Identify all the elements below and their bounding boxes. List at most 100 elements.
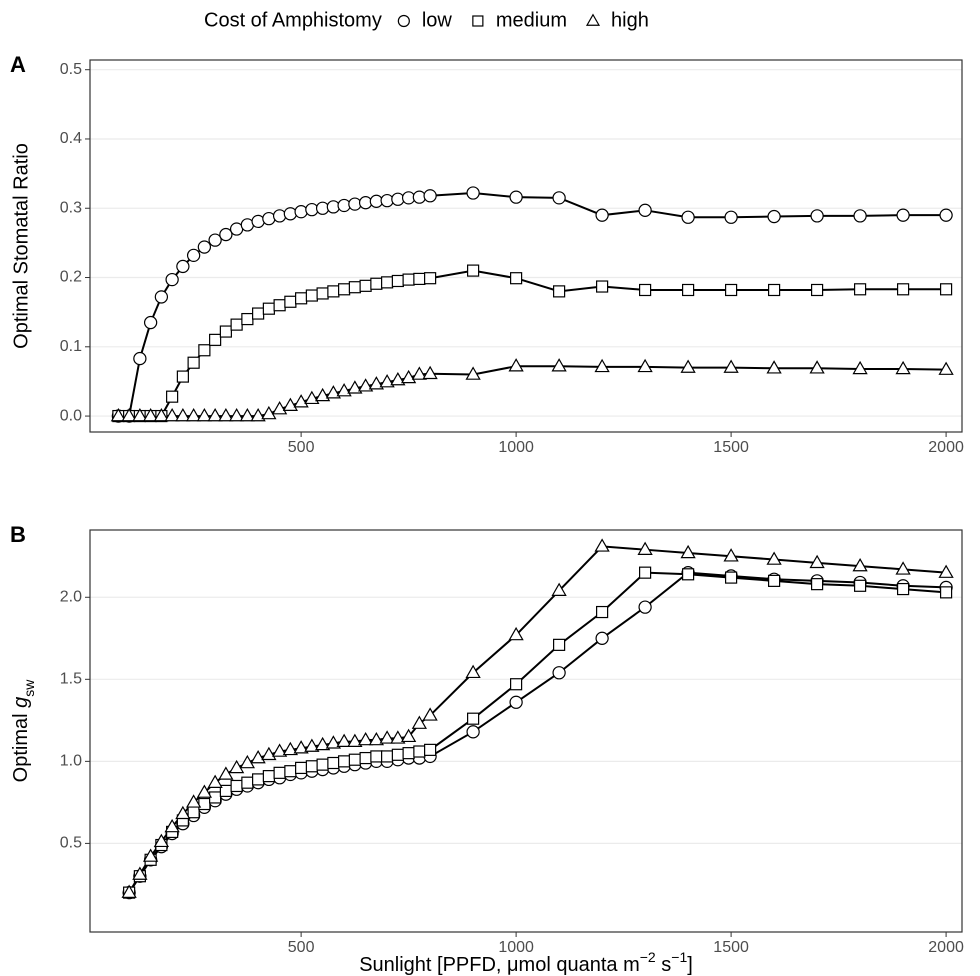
marker xyxy=(472,15,484,27)
marker xyxy=(411,366,427,380)
x-axis-label-part: ] xyxy=(687,954,693,976)
marker xyxy=(370,750,383,763)
marker xyxy=(359,279,372,292)
marker xyxy=(208,233,222,247)
marker xyxy=(809,360,825,374)
y-tick-label: 2.0 xyxy=(60,588,82,605)
marker xyxy=(219,227,233,242)
series-line xyxy=(128,571,947,894)
marker xyxy=(154,290,169,304)
y-tick-label: 0.0 xyxy=(60,407,82,424)
marker xyxy=(895,360,911,375)
marker xyxy=(413,745,426,758)
legend-label: high xyxy=(611,9,649,31)
marker xyxy=(585,13,601,26)
marker xyxy=(402,747,415,760)
marker xyxy=(938,361,954,375)
marker xyxy=(508,358,524,372)
marker xyxy=(381,276,394,289)
marker xyxy=(132,407,148,422)
marker xyxy=(316,758,329,771)
marker xyxy=(895,561,911,575)
marker xyxy=(186,248,201,263)
y-tick-label: 0.3 xyxy=(60,199,82,216)
marker xyxy=(164,407,180,422)
marker xyxy=(347,733,363,747)
marker xyxy=(682,568,695,581)
marker xyxy=(207,774,223,788)
marker xyxy=(262,770,275,783)
x-axis-label-part: −2 xyxy=(640,949,656,965)
marker xyxy=(467,264,480,277)
x-axis-label-part: s xyxy=(656,954,672,976)
marker xyxy=(336,383,352,397)
marker xyxy=(939,283,953,296)
marker xyxy=(239,407,256,422)
marker xyxy=(639,566,652,579)
marker xyxy=(251,214,265,229)
marker xyxy=(723,359,739,373)
marker xyxy=(551,358,567,372)
marker xyxy=(316,287,329,300)
marker xyxy=(809,554,825,569)
marker xyxy=(412,190,427,204)
marker xyxy=(465,366,481,380)
marker xyxy=(422,707,438,721)
y-tick-label: 0.5 xyxy=(60,835,82,852)
marker xyxy=(164,818,180,833)
plot-border xyxy=(89,59,963,433)
legend-title: Cost of Amphistomy xyxy=(204,9,382,31)
marker xyxy=(187,806,200,819)
marker xyxy=(553,638,566,651)
marker xyxy=(552,666,566,680)
y-tick-label: 1.5 xyxy=(60,671,82,688)
marker xyxy=(681,210,695,224)
marker xyxy=(315,201,330,215)
marker xyxy=(284,295,297,308)
marker xyxy=(380,193,394,208)
y-axis-label-part: Optimal xyxy=(10,708,32,782)
marker xyxy=(153,833,170,848)
series-line xyxy=(118,365,947,418)
marker xyxy=(293,740,309,754)
marker xyxy=(252,307,265,320)
marker xyxy=(166,390,179,403)
marker xyxy=(327,756,340,770)
marker xyxy=(725,571,738,584)
marker xyxy=(939,586,953,599)
panel-tag: B xyxy=(10,522,26,547)
series-line xyxy=(128,545,947,894)
marker xyxy=(424,743,437,756)
marker xyxy=(325,735,342,749)
marker xyxy=(896,582,910,596)
x-axis-label-part: −1 xyxy=(671,949,687,965)
marker xyxy=(336,733,352,747)
marker xyxy=(852,558,868,572)
marker xyxy=(413,272,426,286)
marker xyxy=(853,283,867,296)
marker xyxy=(347,380,363,394)
marker xyxy=(241,312,254,326)
marker xyxy=(228,407,245,422)
marker xyxy=(411,715,427,729)
marker xyxy=(938,564,954,578)
legend: Cost of Amphistomy low medium high xyxy=(204,9,649,31)
marker xyxy=(391,748,404,761)
marker xyxy=(390,730,406,744)
marker xyxy=(133,351,147,366)
marker xyxy=(110,407,127,422)
marker xyxy=(273,766,286,779)
marker xyxy=(338,283,351,296)
marker xyxy=(241,776,254,789)
marker xyxy=(368,731,385,746)
marker xyxy=(379,374,395,388)
marker xyxy=(198,797,211,811)
marker xyxy=(766,360,782,374)
marker xyxy=(725,283,738,297)
marker xyxy=(304,390,320,405)
y-axis-label: Optimal gsw xyxy=(10,679,36,783)
marker xyxy=(381,750,394,763)
marker xyxy=(283,207,298,221)
